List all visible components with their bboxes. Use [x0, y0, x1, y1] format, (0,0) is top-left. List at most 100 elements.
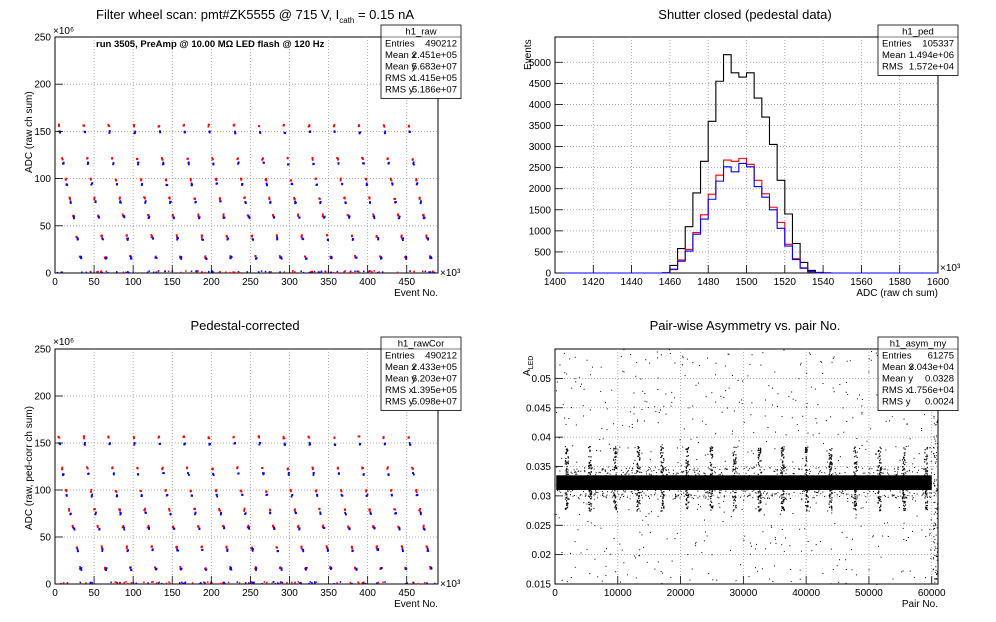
asym-spike-point	[902, 457, 905, 459]
raw-point	[383, 124, 385, 127]
asym-point	[602, 492, 604, 494]
raw-baseline-point	[233, 271, 236, 274]
asym-spike-point	[759, 447, 762, 449]
asym-sparse-point	[706, 357, 708, 359]
asym-spike-point	[828, 472, 831, 474]
asym-spike-point	[711, 492, 713, 494]
asym-sparse-point	[616, 452, 618, 454]
asym-spike-point	[828, 454, 830, 456]
asym-sparse-point	[694, 470, 696, 472]
asym-point	[756, 492, 758, 494]
cor-point	[58, 436, 61, 439]
asym-spike-point	[565, 493, 567, 495]
cor-point	[243, 508, 246, 511]
asym-spike-point	[880, 505, 882, 507]
asym-sparse-point	[754, 492, 756, 494]
asym-spike-point	[615, 467, 617, 469]
asym-point	[834, 476, 836, 478]
cor-baseline-point	[308, 582, 310, 585]
asym-sparse-point	[860, 507, 862, 509]
asym-point	[921, 467, 923, 469]
asym-sparse-point	[933, 491, 935, 493]
asym-sparse-point	[805, 477, 807, 479]
raw-title: Filter wheel scan: pmt#ZK5555 @ 715 V, I…	[96, 7, 414, 25]
cor-point	[183, 436, 186, 438]
cor-baseline-point	[406, 582, 408, 584]
asym-sparse-point	[754, 548, 756, 550]
asym-point	[642, 485, 644, 487]
asym-spike-point	[661, 510, 663, 512]
raw-point	[391, 183, 394, 186]
raw-baseline-point	[101, 271, 104, 274]
asym-spike-point	[660, 489, 662, 491]
asym-spike-point	[830, 474, 832, 477]
asym-spike-point	[711, 472, 713, 474]
asym-sparse-point	[830, 548, 832, 550]
cor-point	[229, 565, 232, 568]
ped-ytick-label: 5000	[529, 58, 552, 69]
asym-point	[911, 486, 913, 488]
asym-point	[748, 487, 750, 489]
asym-sparse-point	[660, 354, 662, 356]
cor-point	[237, 472, 240, 475]
asym-spike-point	[639, 458, 641, 460]
asym-sparse-point	[629, 482, 631, 484]
asym-spike-point	[735, 461, 737, 463]
cor-point	[302, 550, 305, 553]
asym-point	[871, 485, 873, 487]
raw-point	[94, 201, 97, 204]
cor-xtick-label: 450	[398, 588, 415, 599]
raw-point	[234, 132, 237, 135]
asym-spike-point	[686, 455, 688, 457]
asym-spike-point	[926, 462, 928, 464]
cor-baseline-point	[358, 582, 360, 584]
asym-point	[865, 496, 867, 498]
asym-spike-point	[734, 458, 737, 461]
asym-sparse-point	[649, 532, 651, 534]
asym-point	[574, 484, 576, 486]
raw-point	[395, 201, 397, 204]
cor-point	[176, 548, 179, 551]
raw-point	[219, 197, 221, 200]
asym-sparse-point	[807, 540, 809, 542]
asym-spike-point	[637, 452, 640, 454]
asym-point	[693, 468, 695, 470]
asym-point	[697, 468, 699, 470]
asym-spike-point	[879, 508, 881, 510]
asym-xtick-label: 40000	[792, 588, 820, 599]
asym-point	[809, 473, 811, 475]
asym-sparse-point	[725, 390, 727, 392]
asym-sparse-point	[860, 487, 862, 489]
asym-spike-point	[878, 480, 880, 482]
raw-point	[312, 163, 315, 166]
asym-sparse-point	[718, 503, 720, 505]
asym-spike-point	[806, 495, 808, 497]
cor-point	[204, 568, 206, 570]
asym-spike-point	[613, 492, 615, 494]
asym-point	[639, 483, 641, 485]
raw-point	[297, 214, 300, 216]
asym-sparse-point	[601, 580, 603, 582]
asym-spike-point	[733, 499, 735, 501]
asym-point	[824, 485, 826, 487]
cor-point	[362, 474, 365, 476]
raw-point	[186, 157, 189, 160]
asym-spike-point	[924, 476, 926, 478]
asym-spike-point	[903, 473, 905, 476]
asym-point	[812, 477, 814, 479]
raw-point	[68, 198, 71, 200]
asym-spike-point	[902, 474, 904, 477]
asym-spike-point	[663, 495, 665, 497]
cor-baseline-point	[206, 581, 209, 583]
cor-point	[419, 513, 422, 516]
cor-baseline-point	[158, 581, 161, 584]
asym-sparse-point	[741, 509, 743, 511]
asym-sparse-point	[868, 371, 870, 373]
asym-spike-point	[638, 488, 640, 490]
asym-spike-point	[614, 506, 616, 509]
asym-ytick-label: 0.035	[526, 462, 551, 473]
asym-sparse-point	[829, 500, 831, 502]
cor-baseline-point	[178, 582, 181, 584]
asym-spike-point	[685, 504, 688, 506]
raw-point	[100, 234, 103, 237]
